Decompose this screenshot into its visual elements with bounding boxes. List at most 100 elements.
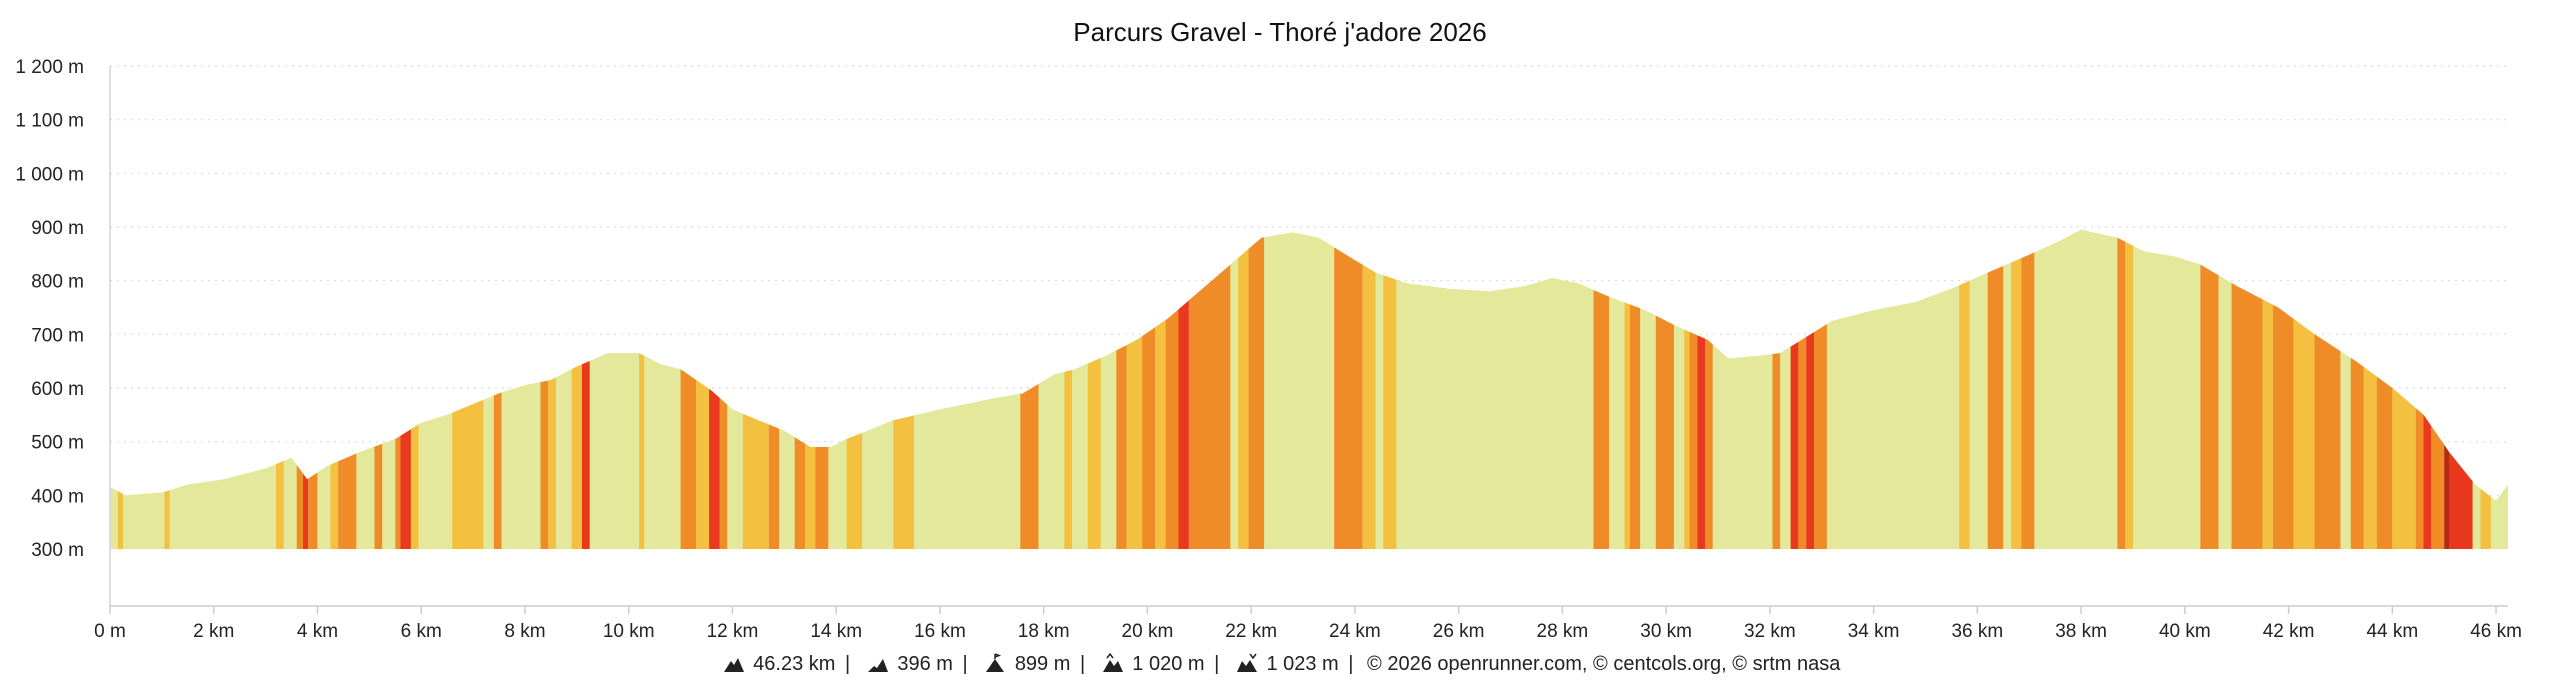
gradient-band-flat <box>1038 229 1065 549</box>
separator: | <box>1214 653 1220 675</box>
negative-climb-value: 1 023 m <box>1266 653 1339 675</box>
y-tick-label: 800 m <box>31 272 84 293</box>
gradient-band-flat <box>382 229 396 549</box>
gradient-band-gentle <box>571 229 583 549</box>
gradient-band-gentle <box>1064 229 1073 549</box>
x-tick-label: 14 km <box>810 621 862 642</box>
max-altitude-value: 899 m <box>1014 653 1071 675</box>
gradient-band-gentle <box>696 229 710 549</box>
gradient-band-moderate <box>296 229 303 549</box>
gradient-band-gentle <box>805 229 816 549</box>
chart-title: Parcurs Gravel - Thoré j'adore 2026 <box>1073 17 1487 47</box>
gradient-band-flat <box>828 229 847 549</box>
y-tick-label: 1 200 m <box>15 57 84 78</box>
y-tick-label: 700 m <box>31 325 84 346</box>
positive-climb-icon <box>1102 653 1123 672</box>
gradient-band-flat <box>914 229 1021 549</box>
gradient-band-flat <box>556 229 572 549</box>
x-tick-label: 32 km <box>1744 621 1796 642</box>
gradient-band-flat <box>1640 229 1656 549</box>
gradient-band-steep <box>1790 229 1799 549</box>
gradient-band-gentle <box>2262 229 2273 549</box>
gradient-band-flat <box>644 229 681 549</box>
gradient-band-very_steep <box>2444 229 2450 549</box>
gradient-band-gentle <box>1238 229 1249 549</box>
gradient-band-gentle <box>2011 229 2022 549</box>
x-tick-label: 8 km <box>504 621 545 642</box>
gradient-band-moderate <box>1705 229 1713 549</box>
gradient-band-moderate <box>1772 229 1781 549</box>
gradient-band-flat <box>1375 229 1384 549</box>
axes <box>109 66 2508 607</box>
gradient-band-moderate <box>1593 229 1610 549</box>
gradient-band-moderate <box>1188 229 1231 549</box>
gradient-band-flat <box>727 229 743 549</box>
gradient-band-moderate <box>1629 229 1641 549</box>
gradient-band-steep <box>1697 229 1706 549</box>
gradient-band-steep <box>2449 229 2473 549</box>
gradient-band-gentle <box>330 229 339 549</box>
y-tick-label: 500 m <box>31 433 84 454</box>
separator: | <box>962 653 968 675</box>
gradient-band-flat <box>356 229 375 549</box>
gradient-band-moderate <box>719 229 728 549</box>
y-tick-label: 400 m <box>31 486 84 507</box>
gradient-band-steep <box>2423 229 2432 549</box>
gradient-band-flat <box>1072 229 1088 549</box>
gradient-band-moderate <box>2021 229 2035 549</box>
gradient-band-flat <box>1230 229 1239 549</box>
gradient-band-flat <box>779 229 795 549</box>
separator: | <box>845 653 851 675</box>
gradient-band-moderate <box>2117 229 2126 549</box>
gradient-band-gentle <box>276 229 284 549</box>
gradient-band-moderate <box>2376 229 2393 549</box>
gradient-band-moderate <box>2350 229 2364 549</box>
gradient-band-moderate <box>2231 229 2263 549</box>
gradient-band-moderate <box>374 229 383 549</box>
gradient-band-gentle <box>1684 229 1690 549</box>
x-tick-label: 24 km <box>1329 621 1381 642</box>
gradient-band-flat <box>1780 229 1791 549</box>
x-tick-label: 2 km <box>193 621 234 642</box>
gradient-band-gentle <box>1087 229 1101 549</box>
gradient-band-flat <box>1396 229 1594 549</box>
gradient-band-flat <box>1969 229 1988 549</box>
x-tick-label: 12 km <box>707 621 759 642</box>
x-tick-label: 6 km <box>401 621 442 642</box>
gradient-band-gentle <box>2480 229 2491 549</box>
gradient-band-flat <box>589 229 640 549</box>
gradient-band-moderate <box>308 229 318 549</box>
gradient-band-flat <box>2472 229 2481 549</box>
gradient-band-flat <box>2218 229 2232 549</box>
gradient-band-moderate <box>1020 229 1039 549</box>
distance-value: 46.23 km <box>753 653 836 675</box>
gradient-band-flat <box>862 229 894 549</box>
y-tick-label: 1 100 m <box>15 111 84 132</box>
x-tick-label: 44 km <box>2366 621 2418 642</box>
gradient-band-moderate <box>2431 229 2445 549</box>
gradient-band-moderate <box>1165 229 1179 549</box>
gradient-band-moderate <box>2314 229 2341 549</box>
gradient-band-gentle <box>1959 229 1970 549</box>
gradient-band-flat <box>2340 229 2351 549</box>
positive-climb-value: 1 020 m <box>1132 653 1205 675</box>
x-tick-label: 36 km <box>1951 621 2003 642</box>
gradient-band-gentle <box>410 229 419 549</box>
gradient-band-gentle <box>1362 229 1376 549</box>
gradient-band-flat <box>2133 229 2201 549</box>
gradient-band-flat <box>2490 229 2508 549</box>
x-tick-label: 28 km <box>1537 621 1589 642</box>
x-tick-labels: 0 m 2 km 4 km 6 km 8 km 10 km 12 km 14 km 16 km 1… <box>94 606 2522 642</box>
distance-icon <box>723 658 744 672</box>
gradient-band-gentle <box>548 229 557 549</box>
gradient-band-moderate <box>1987 229 2004 549</box>
gradient-band-moderate <box>493 229 502 549</box>
x-tick-label: 46 km <box>2470 621 2522 642</box>
separator: | <box>1079 653 1086 675</box>
gradient-band-gentle <box>893 229 914 549</box>
gradient-band-gentle <box>2125 229 2133 549</box>
gradient-band-gentle <box>1126 229 1143 549</box>
negative-climb-icon <box>1236 653 1257 672</box>
gradient-band-flat <box>1712 229 1773 549</box>
